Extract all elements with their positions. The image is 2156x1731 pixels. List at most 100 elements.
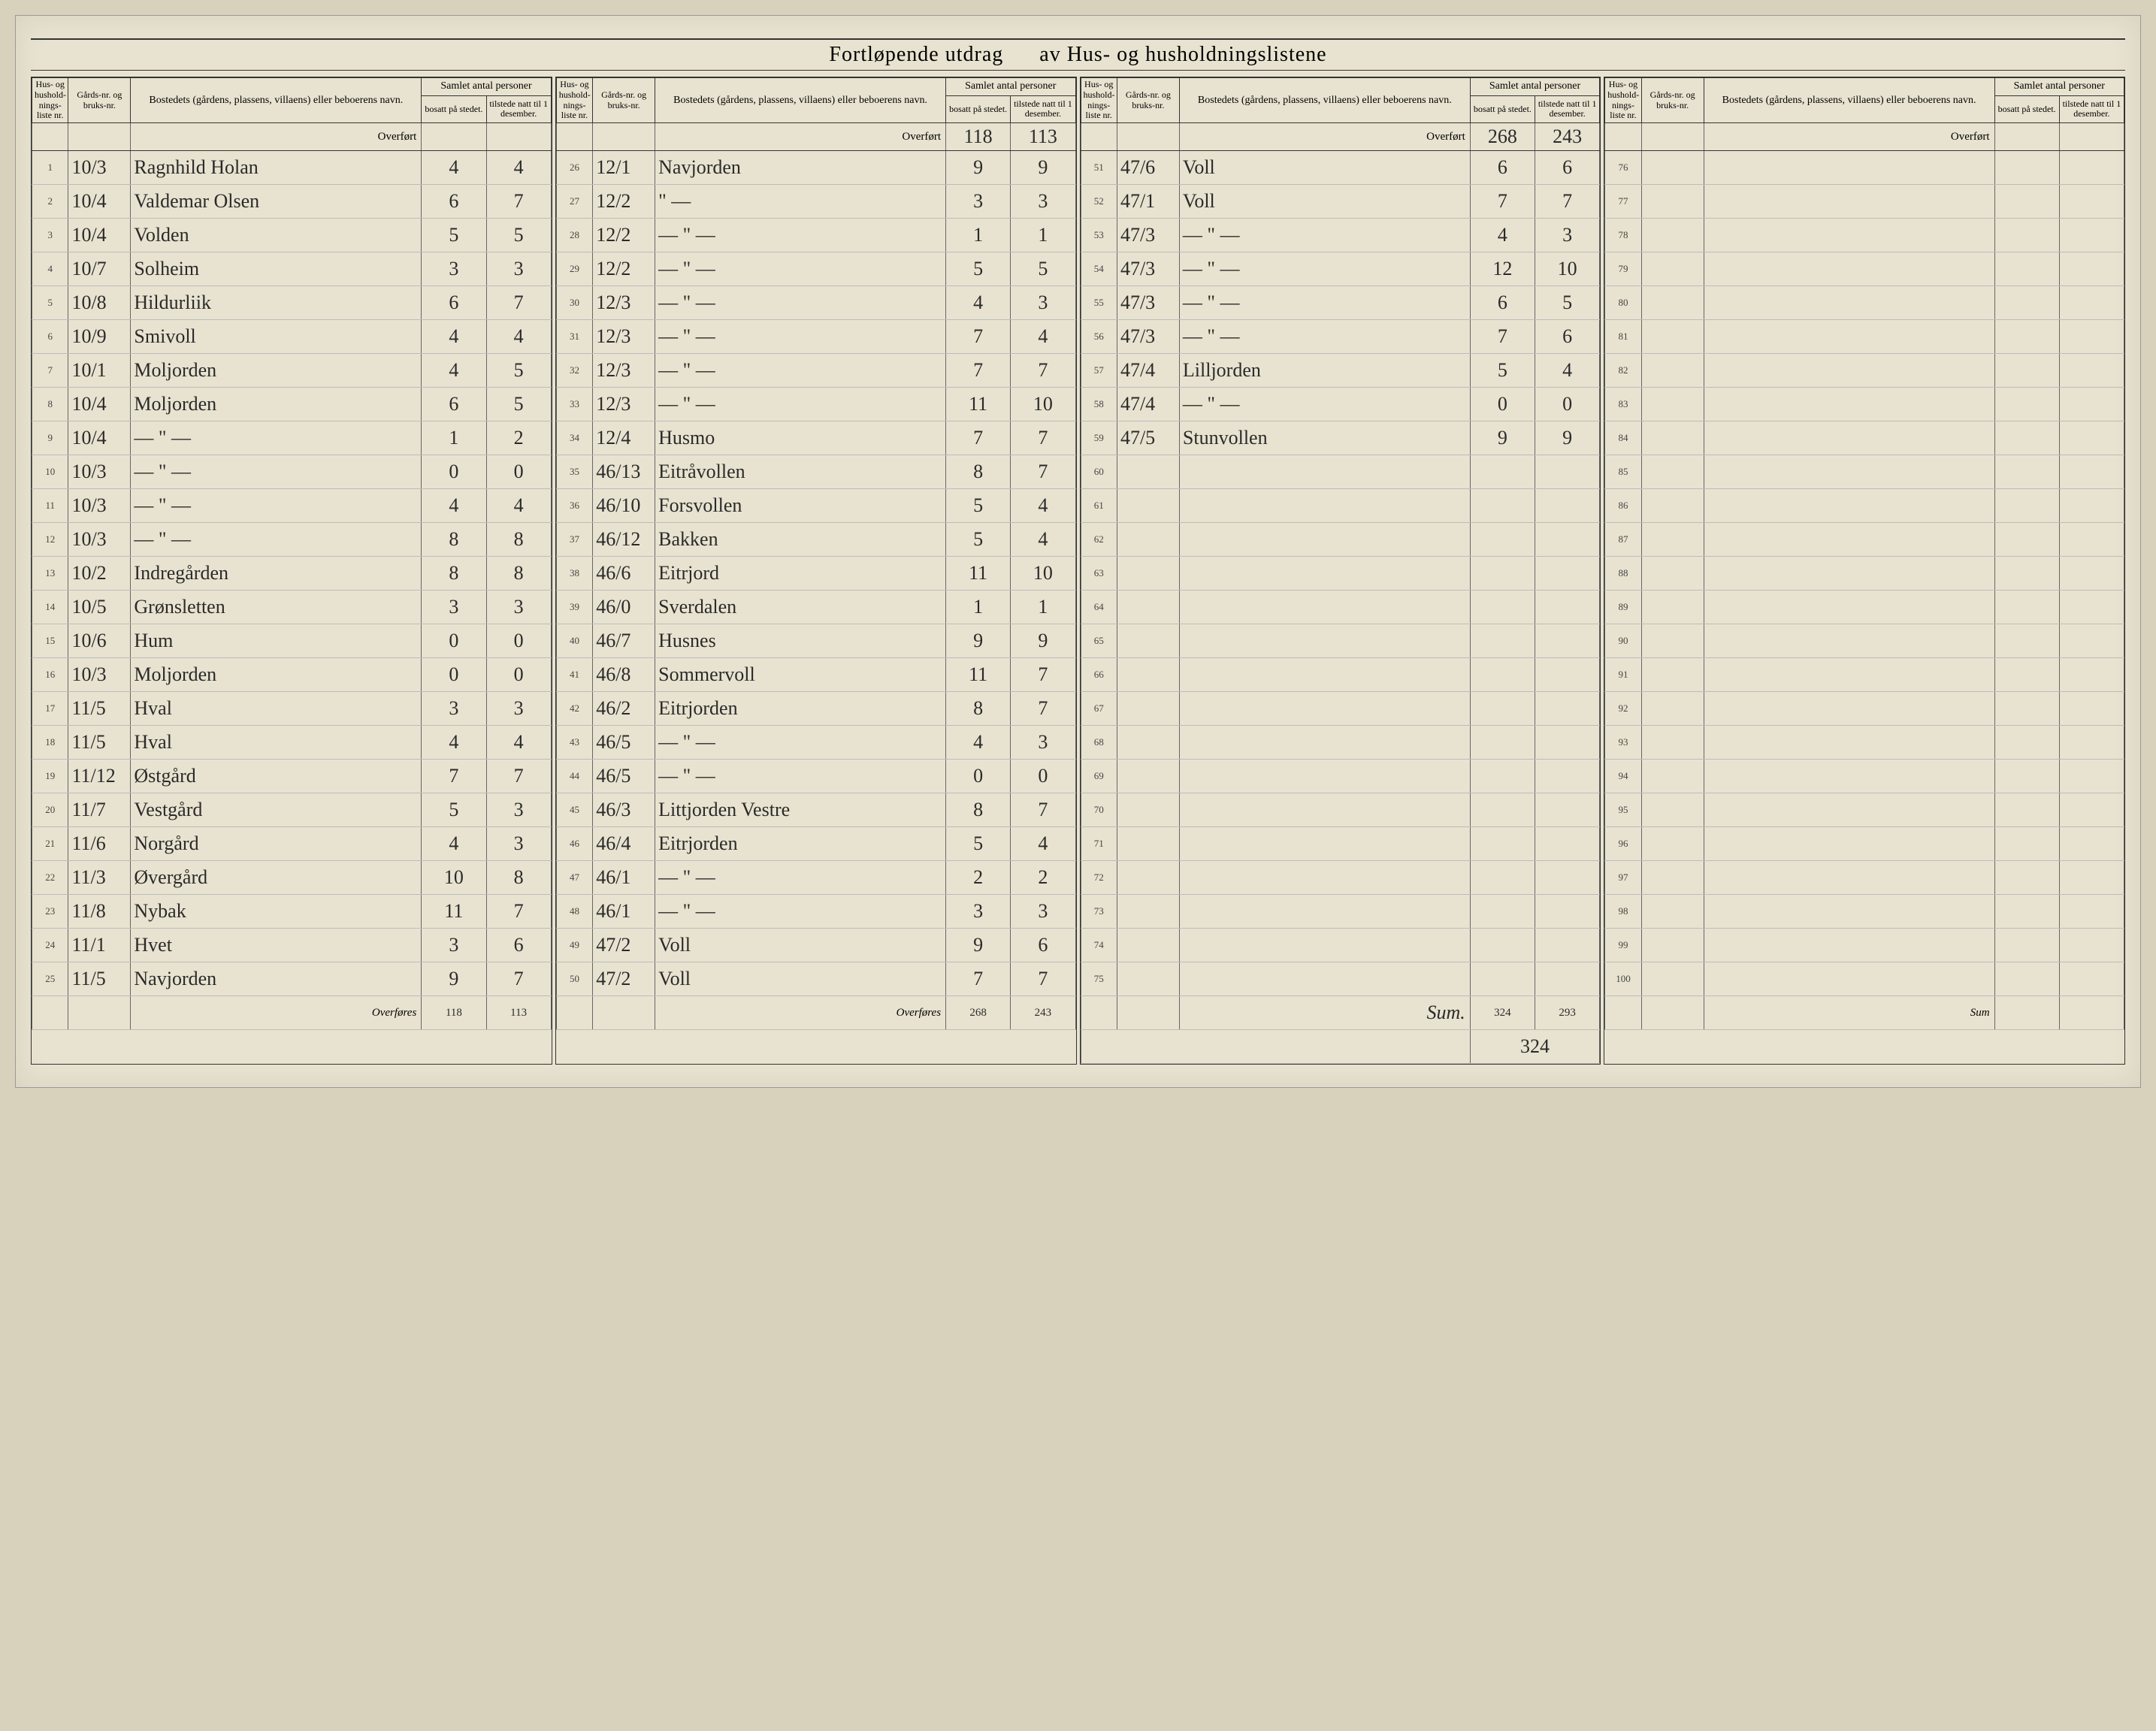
gard-nr — [1641, 929, 1704, 962]
bosatt-value — [1470, 760, 1535, 793]
bosatt-value: 3 — [422, 929, 486, 962]
page-title: Fortløpende utdrag av Hus- og husholdnin… — [31, 38, 2125, 71]
gard-nr — [1117, 624, 1179, 658]
tilstede-value: 4 — [1011, 523, 1075, 557]
table-row: 70 — [1081, 793, 1600, 827]
bosatt-value — [1994, 455, 2059, 489]
tilstede-value: 4 — [486, 320, 551, 354]
tilstede-value: 3 — [1011, 895, 1075, 929]
resident-name — [1704, 455, 1994, 489]
resident-name: Nybak — [131, 895, 422, 929]
resident-name — [1704, 421, 1994, 455]
gard-nr: 10/9 — [68, 320, 131, 354]
tilstede-value: 3 — [1011, 726, 1075, 760]
resident-name — [1704, 151, 1994, 185]
bosatt-value — [1470, 489, 1535, 523]
tilstede-value: 4 — [1011, 320, 1075, 354]
table-row: 84 — [1605, 421, 2124, 455]
gard-nr: 11/1 — [68, 929, 131, 962]
bosatt-value — [1994, 760, 2059, 793]
resident-name: Solheim — [131, 252, 422, 286]
gard-nr: 46/13 — [593, 455, 655, 489]
ledger-panel: Hus- og hushold-nings-liste nr. Gårds-nr… — [1604, 77, 2125, 1065]
bosatt-value — [1994, 624, 2059, 658]
gard-nr — [1641, 861, 1704, 895]
table-row: 81 — [1605, 320, 2124, 354]
resident-name — [1179, 726, 1470, 760]
resident-name: — " — — [131, 523, 422, 557]
table-row: 3 10/4 Volden 5 5 — [32, 219, 552, 252]
bosatt-value — [1994, 591, 2059, 624]
header-gard: Gårds-nr. og bruks-nr. — [593, 78, 655, 123]
cell-blank — [1117, 123, 1179, 151]
resident-name — [1179, 962, 1470, 996]
tilstede-value — [2059, 793, 2124, 827]
table-row: 27 12/2 " — 3 3 — [556, 185, 1075, 219]
tilstede-value: 4 — [486, 151, 551, 185]
table-row: 88 — [1605, 557, 2124, 591]
table-row: 47 46/1 — " — 2 2 — [556, 861, 1075, 895]
resident-name: Sommervoll — [655, 658, 946, 692]
row-number: 96 — [1605, 827, 1641, 861]
gard-nr: 46/10 — [593, 489, 655, 523]
gard-nr — [1641, 895, 1704, 929]
tilstede-value: 7 — [486, 760, 551, 793]
tilstede-value — [2059, 219, 2124, 252]
tilstede-value: 7 — [1011, 455, 1075, 489]
row-number: 4 — [32, 252, 68, 286]
resident-name: — " — — [131, 421, 422, 455]
table-row: 100 — [1605, 962, 2124, 996]
resident-name: Eitrjord — [655, 557, 946, 591]
tilstede-value: 7 — [1011, 658, 1075, 692]
bosatt-value — [1994, 151, 2059, 185]
gard-nr — [1117, 929, 1179, 962]
resident-name: — " — — [655, 320, 946, 354]
ledger-panel: Hus- og hushold-nings-liste nr. Gårds-nr… — [555, 77, 1077, 1065]
table-row: 26 12/1 Navjorden 9 9 — [556, 151, 1075, 185]
row-number: 9 — [32, 421, 68, 455]
bosatt-value — [1470, 861, 1535, 895]
gard-nr: 47/4 — [1117, 388, 1179, 421]
bosatt-value: 8 — [946, 455, 1011, 489]
row-number: 55 — [1081, 286, 1117, 320]
gard-nr: 10/4 — [68, 219, 131, 252]
row-number: 100 — [1605, 962, 1641, 996]
table-row: 54 47/3 — " — 12 10 — [1081, 252, 1600, 286]
row-number: 31 — [556, 320, 592, 354]
ledger-table: Hus- og hushold-nings-liste nr. Gårds-nr… — [556, 77, 1076, 1030]
bosatt-value — [1994, 962, 2059, 996]
resident-name: Forsvollen — [655, 489, 946, 523]
bosatt-value: 11 — [946, 658, 1011, 692]
resident-name: — " — — [1179, 388, 1470, 421]
resident-name: Bakken — [655, 523, 946, 557]
tilstede-value: 7 — [1535, 185, 1600, 219]
tilstede-value — [2059, 962, 2124, 996]
gard-nr: 11/12 — [68, 760, 131, 793]
table-row: 36 46/10 Forsvollen 5 4 — [556, 489, 1075, 523]
cell-blank — [32, 996, 68, 1030]
gard-nr — [1641, 151, 1704, 185]
row-number: 12 — [32, 523, 68, 557]
gard-nr: 47/2 — [593, 962, 655, 996]
row-number: 40 — [556, 624, 592, 658]
ledger-table: Hus- og hushold-nings-liste nr. Gårds-nr… — [32, 77, 552, 1030]
tilstede-value — [2059, 760, 2124, 793]
row-number: 23 — [32, 895, 68, 929]
resident-name — [1179, 624, 1470, 658]
resident-name — [1179, 861, 1470, 895]
row-number: 76 — [1605, 151, 1641, 185]
gard-nr: 10/8 — [68, 286, 131, 320]
resident-name: Hval — [131, 692, 422, 726]
bosatt-value: 8 — [422, 557, 486, 591]
tilstede-value — [2059, 692, 2124, 726]
row-number: 80 — [1605, 286, 1641, 320]
gard-nr — [1117, 895, 1179, 929]
resident-name: Østgård — [131, 760, 422, 793]
gard-nr — [1117, 793, 1179, 827]
row-number: 66 — [1081, 658, 1117, 692]
bosatt-value — [1994, 421, 2059, 455]
resident-name: Navjorden — [655, 151, 946, 185]
header-name: Bostedets (gårdens, plassens, villaens) … — [655, 78, 946, 123]
resident-name — [1704, 591, 1994, 624]
bosatt-value — [1470, 962, 1535, 996]
